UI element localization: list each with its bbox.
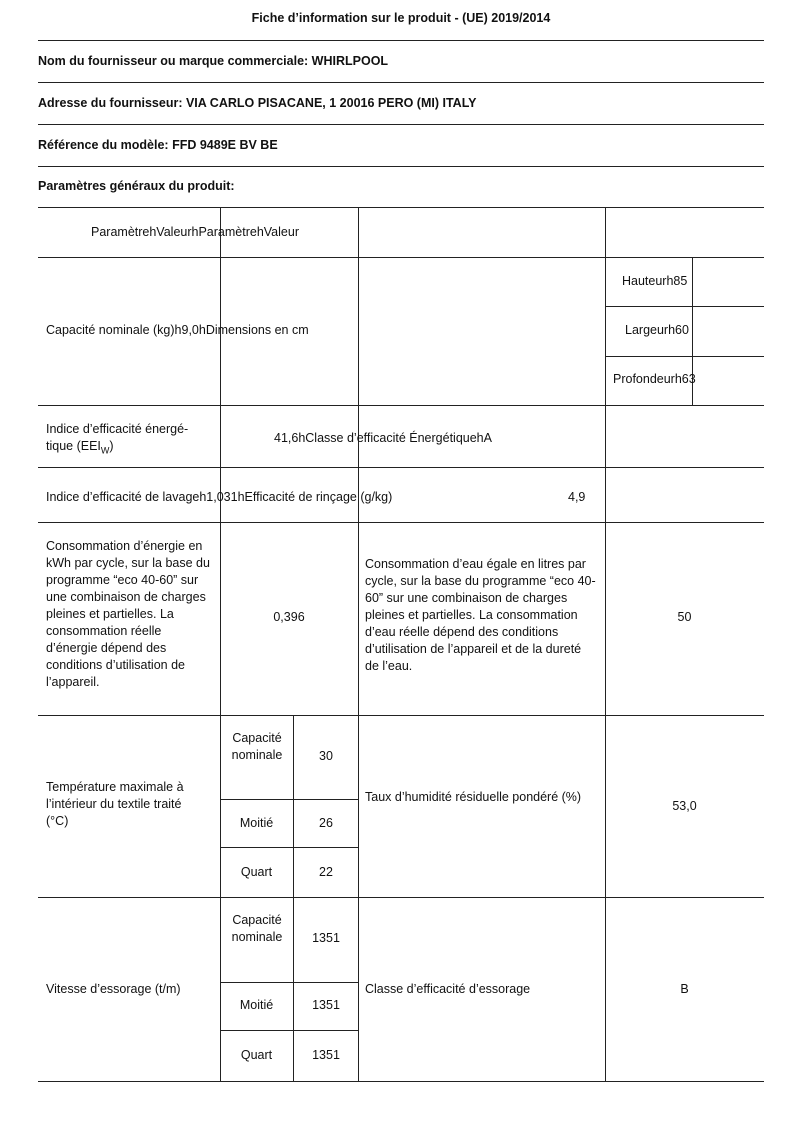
divider: [38, 124, 764, 125]
spin-capacity-value: 1351: [312, 931, 340, 945]
divider: [38, 82, 764, 83]
capacity-row: Capacité nominale (kg)h9,0hDimensions en…: [46, 323, 309, 337]
depth-value: Profondeurh63: [613, 372, 696, 386]
spin-quarter-value: 1351: [312, 1048, 340, 1062]
supplier-name: Nom du fournisseur ou marque commerciale…: [38, 54, 389, 68]
energy-consumption-value: 0,396: [273, 610, 305, 624]
supplier-address: Adresse du fournisseur: VIA CARLO PISACA…: [38, 96, 477, 110]
spin-half-value: 1351: [312, 998, 340, 1012]
spin-class-value: B: [680, 982, 689, 996]
spin-capacity-label: Capacité nominale: [231, 913, 283, 944]
eei-and-energy-class: 41,6hClasse d’efficacité ÉnergétiquehA: [274, 431, 492, 445]
temp-half-label: Moitié: [239, 816, 274, 830]
divider: [38, 40, 764, 41]
temp-quarter-value: 22: [319, 865, 333, 879]
rinse-efficiency-value: 4,9: [568, 490, 586, 504]
max-temperature-label: Température maximale à l’intérieur du te…: [46, 780, 184, 828]
water-consumption-value: 50: [677, 610, 692, 624]
document-title: Fiche d’information sur le produit - (UE…: [251, 11, 551, 25]
wash-efficiency-row: Indice d’efficacité de lavageh1,031hEffi…: [46, 490, 393, 504]
temp-half-value: 26: [319, 816, 333, 830]
spin-speed-label: Vitesse d’essorage (t/m): [46, 982, 181, 996]
temp-capacity-value: 30: [319, 749, 333, 763]
divider: [38, 166, 764, 167]
table-header: ParamètrehValeurhParamètrehValeur: [91, 225, 299, 239]
humidity-label: Taux d’humidité résiduelle pondéré (%): [365, 790, 582, 804]
width-value: Largeurh60: [625, 323, 689, 337]
energy-consumption-label: Consommation d’énergie en kWh par cycle,…: [46, 539, 210, 689]
model-reference: Référence du modèle: FFD 9489E BV BE: [38, 138, 278, 152]
temp-quarter-label: Quart: [240, 865, 273, 879]
height-value: Hauteurh85: [622, 274, 688, 288]
spin-quarter-label: Quart: [240, 1048, 273, 1062]
eei-label: Indice d’efficacité énergé-tique (EEIW): [46, 422, 189, 456]
spin-class-label: Classe d’efficacité d’essorage: [365, 982, 531, 996]
water-consumption-label: Consommation d’eau égale en litres par c…: [365, 557, 596, 673]
humidity-value: 53,0: [672, 799, 697, 813]
spin-half-label: Moitié: [239, 998, 274, 1012]
temp-capacity-label: Capacité nominale: [231, 731, 283, 762]
general-parameters-heading: Paramètres généraux du produit:: [38, 179, 235, 193]
